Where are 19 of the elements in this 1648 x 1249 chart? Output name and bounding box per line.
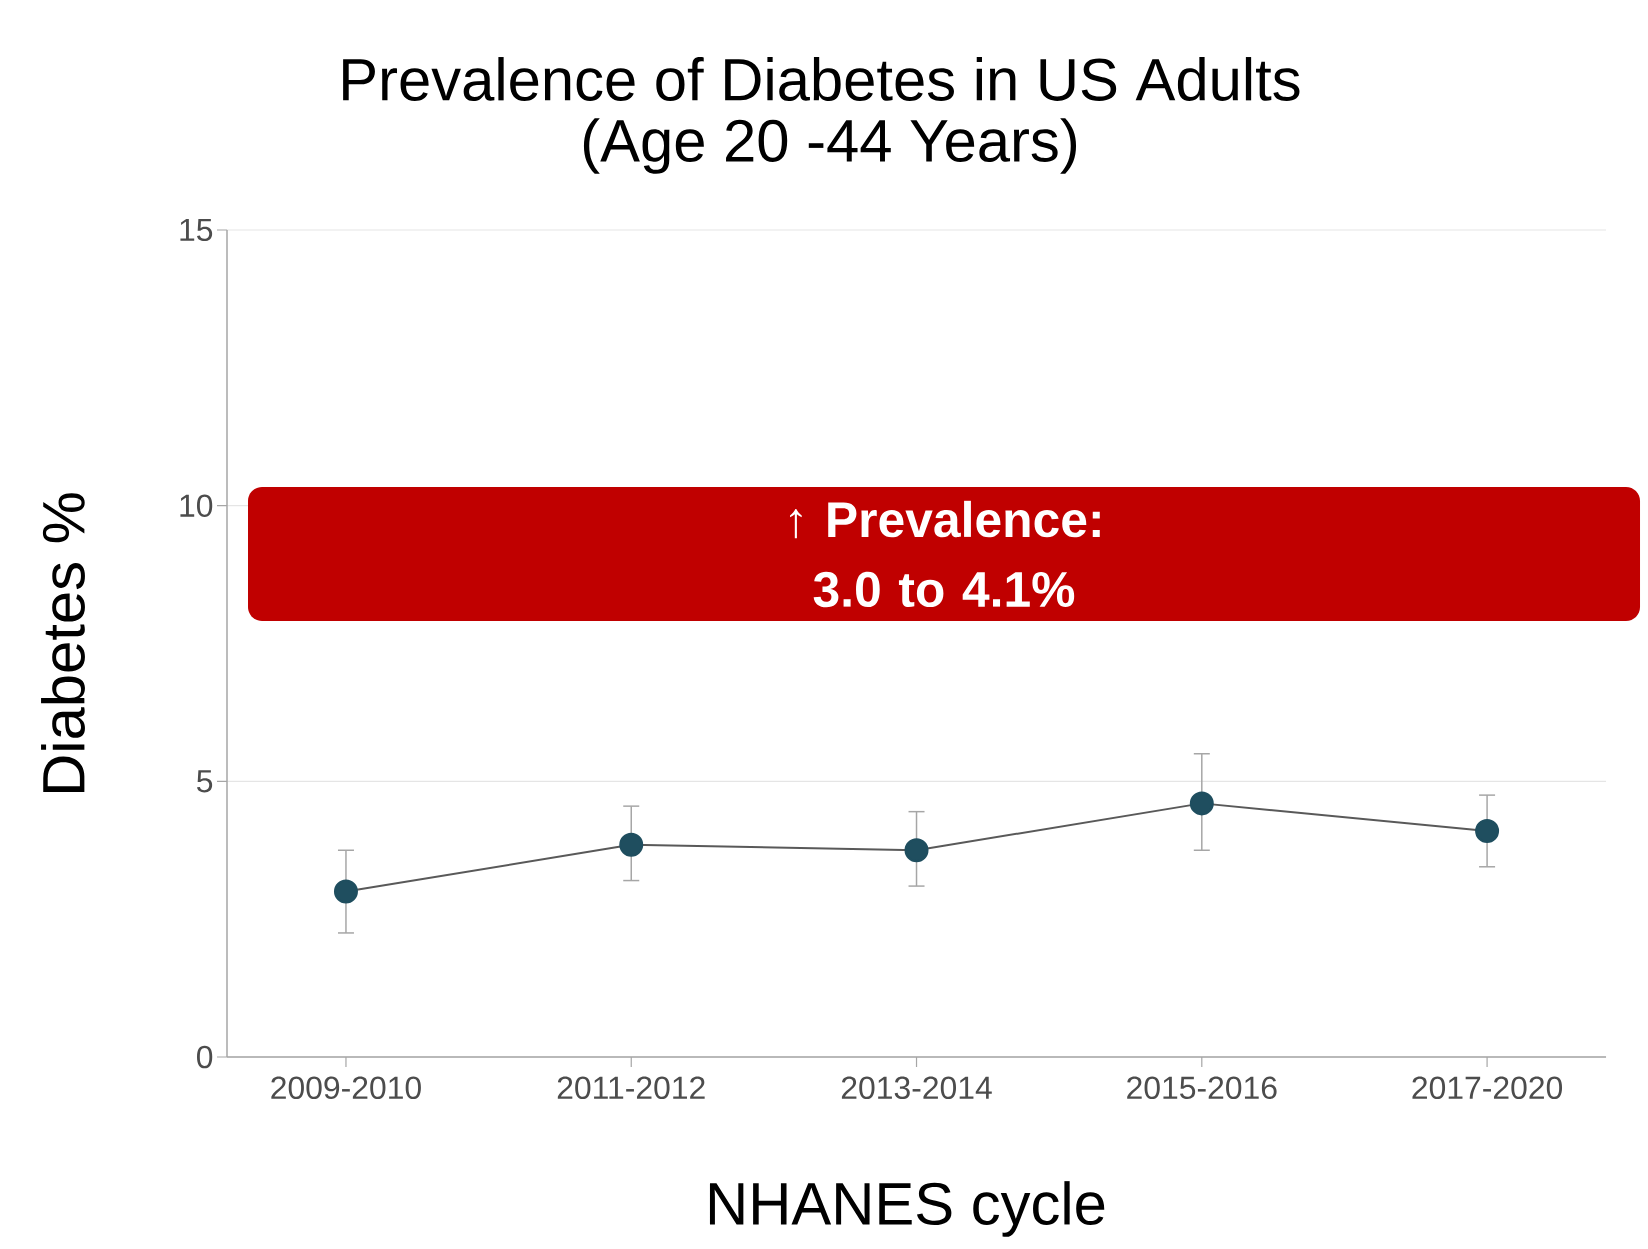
- point: [1189, 791, 1214, 816]
- y-tick-label: 0: [197, 1045, 213, 1069]
- point: [904, 838, 929, 863]
- x-tick-label: 2013-2014: [841, 1076, 992, 1100]
- y-tick-label: 10: [180, 494, 213, 517]
- chart-title: Prevalence of Diabetes in US Adults: [343, 57, 1300, 101]
- x-tick-label: 2011-2012: [557, 1076, 705, 1100]
- point: [619, 832, 644, 857]
- point: [1475, 818, 1500, 843]
- y-tick-label: 5: [197, 770, 213, 793]
- x-tick-label: 2017-2020: [1412, 1076, 1563, 1100]
- y-axis-title: Diabetes %: [41, 493, 85, 792]
- annotation: ↑ Prevalence: 3.0 to 4.1%: [790, 500, 1100, 608]
- x-tick-label: 2009-2010: [271, 1076, 421, 1100]
- y-tick-label: 15: [180, 218, 213, 242]
- x-tick-label: 2015-2016: [1127, 1076, 1277, 1100]
- point: [333, 879, 358, 904]
- chart-subtitle: (Age 20 -44 Years): [583, 118, 1077, 174]
- x-axis-title: NHANES cycle: [709, 1181, 1105, 1237]
